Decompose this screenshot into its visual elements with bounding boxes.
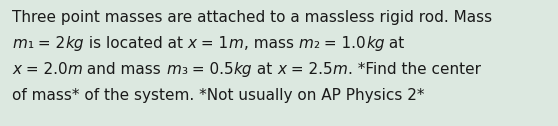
Text: at: at <box>384 36 405 51</box>
Text: of mass* of the system. *Not usually on AP Physics 2*: of mass* of the system. *Not usually on … <box>12 88 425 103</box>
Text: = 1: = 1 <box>196 36 229 51</box>
Text: and mass: and mass <box>83 62 166 77</box>
Text: m: m <box>229 36 243 51</box>
Text: Three point masses are attached to a massless rigid rod. Mass: Three point masses are attached to a mas… <box>12 10 497 25</box>
Text: is located at: is located at <box>84 36 187 51</box>
Text: = 2.0: = 2.0 <box>21 62 68 77</box>
Text: = 1.0: = 1.0 <box>319 36 366 51</box>
Text: at: at <box>252 62 277 77</box>
Text: m: m <box>68 62 83 77</box>
Text: m: m <box>333 62 348 77</box>
Text: m: m <box>299 36 313 51</box>
Text: kg: kg <box>234 62 252 77</box>
Text: x: x <box>187 36 196 51</box>
Text: m: m <box>12 36 27 51</box>
Text: = 2.5: = 2.5 <box>286 62 333 77</box>
Text: ₁: ₁ <box>27 36 33 51</box>
Text: , mass: , mass <box>243 36 299 51</box>
Text: = 2: = 2 <box>33 36 65 51</box>
Text: kg: kg <box>366 36 384 51</box>
Text: m: m <box>166 62 181 77</box>
Text: ₃: ₃ <box>181 62 187 77</box>
Text: kg: kg <box>65 36 84 51</box>
Text: = 0.5: = 0.5 <box>187 62 234 77</box>
Text: x: x <box>12 62 21 77</box>
Text: ₂: ₂ <box>313 36 319 51</box>
Text: x: x <box>277 62 286 77</box>
Text: . *Find the center: . *Find the center <box>348 62 481 77</box>
